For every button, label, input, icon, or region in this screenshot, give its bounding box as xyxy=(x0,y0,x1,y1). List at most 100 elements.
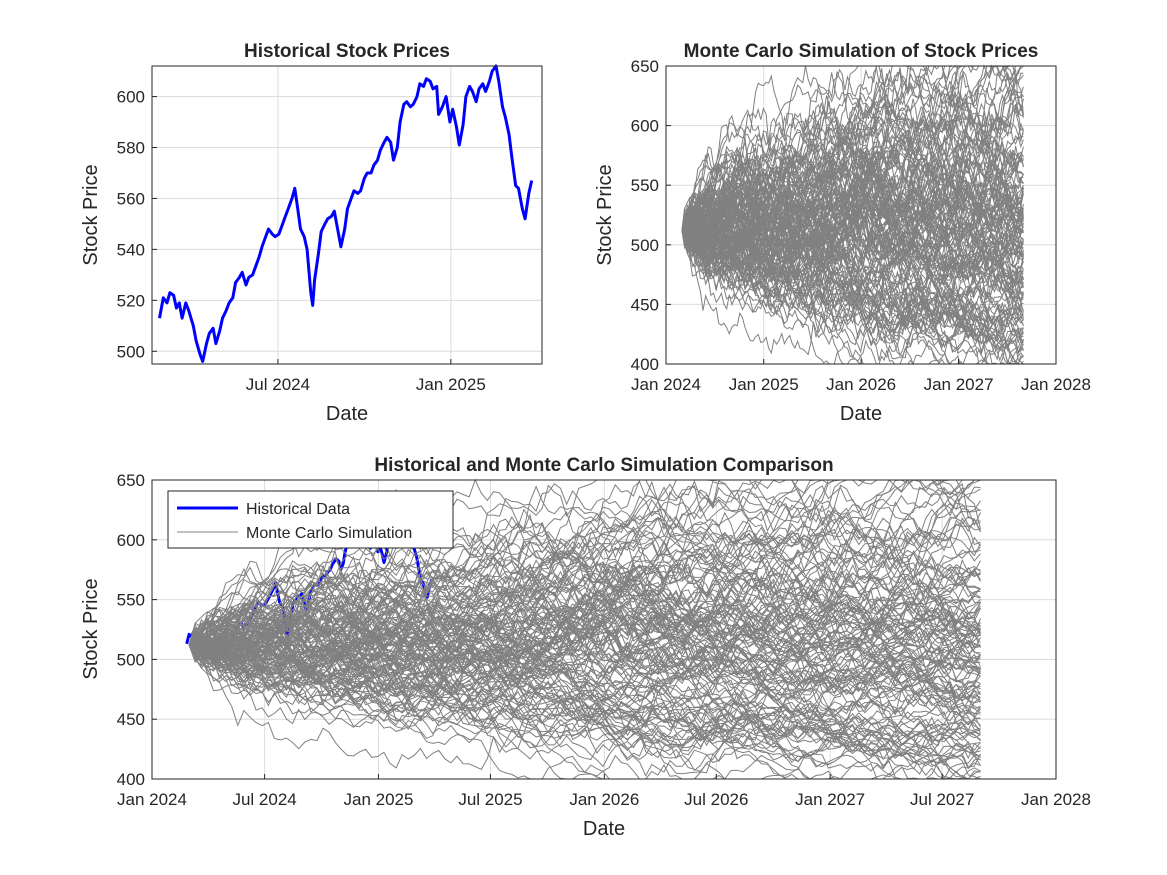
legend-box xyxy=(167,490,454,549)
historical-y-ticks: 500 520 540 560 580 600 xyxy=(117,88,157,361)
simulation-path xyxy=(681,132,1024,305)
simulation-path xyxy=(188,643,981,780)
y-tick-label: 520 xyxy=(117,291,145,310)
simulation-path xyxy=(188,550,981,667)
y-tick-label: 600 xyxy=(117,531,145,550)
y-tick-label: 500 xyxy=(117,650,145,669)
simulation-path xyxy=(188,515,981,670)
simulation-path xyxy=(188,609,981,744)
simulation-path xyxy=(188,555,981,710)
historical-price-line xyxy=(158,64,534,363)
x-tick-label: Jan 2028 xyxy=(1021,790,1091,809)
comparison-chart-title: Historical and Monte Carlo Simulation Co… xyxy=(374,455,833,476)
simulation-path xyxy=(188,630,981,748)
monte-carlo-x-axis-label: Date xyxy=(840,403,882,425)
historical-prices-chart: Jul 2024 Jan 2025 500 520 540 560 580 600 Hist… xyxy=(80,41,543,425)
historical-x-ticks: Jul 2024 Jan 2025 xyxy=(246,359,486,394)
simulation-path xyxy=(681,110,1024,291)
x-tick-label: Jan 2026 xyxy=(826,375,896,394)
x-tick-label: Jan 2024 xyxy=(631,375,701,394)
simulation-path xyxy=(681,189,1024,281)
comparison-y-ticks: 400 450 500 550 600 650 xyxy=(117,471,157,789)
simulation-path xyxy=(188,618,981,776)
simulation-path xyxy=(188,557,981,707)
comparison-legend: Historical Data Monte Carlo Simulation xyxy=(167,490,454,549)
simulation-path xyxy=(188,607,981,741)
y-tick-label: 600 xyxy=(117,88,145,107)
y-tick-label: 500 xyxy=(117,342,145,361)
x-tick-label: Jan 2025 xyxy=(343,790,413,809)
simulation-path xyxy=(188,503,981,647)
simulation-path xyxy=(681,215,1024,334)
monte-carlo-series xyxy=(681,64,1024,366)
simulation-path xyxy=(188,500,981,656)
simulation-path xyxy=(681,230,1024,348)
y-tick-label: 650 xyxy=(117,471,145,490)
simulation-path xyxy=(681,226,1024,318)
simulation-path xyxy=(681,97,1024,259)
simulation-path xyxy=(188,511,981,673)
x-tick-label: Jan 2025 xyxy=(416,375,486,394)
y-tick-label: 580 xyxy=(117,139,145,158)
x-tick-label: Jan 2025 xyxy=(729,375,799,394)
simulation-path xyxy=(681,131,1024,251)
monte-carlo-y-axis-label: Stock Price xyxy=(594,164,616,265)
simulation-path xyxy=(681,134,1024,245)
simulation-path xyxy=(188,644,981,766)
historical-x-axis-label: Date xyxy=(326,403,368,425)
simulation-path xyxy=(189,570,981,691)
simulation-path xyxy=(681,230,1024,351)
x-tick-label: Jan 2027 xyxy=(795,790,865,809)
simulation-path xyxy=(188,644,981,743)
x-tick-label: Jul 2025 xyxy=(458,790,522,809)
simulation-path xyxy=(681,68,1024,231)
simulation-path xyxy=(681,213,1024,300)
x-tick-label: Jul 2024 xyxy=(232,790,296,809)
x-tick-label: Jan 2026 xyxy=(569,790,639,809)
x-tick-label: Jul 2024 xyxy=(246,375,310,394)
simulation-path xyxy=(188,641,981,732)
simulation-path xyxy=(188,547,981,646)
simulation-path xyxy=(188,557,981,720)
simulation-path xyxy=(188,635,981,770)
simulation-path xyxy=(681,214,1024,350)
simulation-path xyxy=(681,135,1024,253)
simulation-path xyxy=(188,560,981,668)
simulation-path xyxy=(681,73,1024,254)
simulation-path xyxy=(681,183,1024,260)
simulation-path xyxy=(188,547,981,720)
y-tick-label: 560 xyxy=(117,189,145,208)
y-tick-label: 550 xyxy=(117,591,145,610)
x-tick-label: Jan 2024 xyxy=(117,790,187,809)
simulation-path xyxy=(188,549,981,659)
simulation-path xyxy=(188,598,981,674)
simulation-path xyxy=(188,482,981,646)
monte-carlo-y-ticks: 400 450 500 550 600 650 xyxy=(631,57,671,374)
y-tick-label: 400 xyxy=(631,355,659,374)
simulation-path xyxy=(189,542,981,656)
historical-series xyxy=(158,64,534,363)
y-tick-label: 500 xyxy=(631,236,659,255)
comparison-y-axis-label: Stock Price xyxy=(80,578,102,679)
legend-simulation-label: Monte Carlo Simulation xyxy=(246,525,412,542)
simulation-path xyxy=(188,627,981,765)
simulation-path xyxy=(188,479,981,695)
y-tick-label: 450 xyxy=(117,710,145,729)
legend-historical-label: Historical Data xyxy=(246,501,350,518)
historical-axes-frame xyxy=(151,65,543,365)
y-tick-label: 650 xyxy=(631,57,659,76)
y-tick-label: 450 xyxy=(631,295,659,314)
simulation-path xyxy=(681,127,1024,285)
simulation-path xyxy=(188,644,981,763)
simulation-path xyxy=(681,203,1024,362)
simulation-path xyxy=(681,190,1024,342)
simulation-path xyxy=(188,614,981,780)
monte-carlo-chart: Jan 2024 Jan 2025 Jan 2026 Jan 2027 Jan 2028… xyxy=(594,41,1091,425)
simulation-path xyxy=(681,144,1024,254)
simulation-path xyxy=(681,102,1024,256)
x-tick-label: Jan 2028 xyxy=(1021,375,1091,394)
simulation-path xyxy=(188,545,981,665)
comparison-x-axis-label: Date xyxy=(583,818,625,840)
x-tick-label: Jul 2026 xyxy=(684,790,748,809)
